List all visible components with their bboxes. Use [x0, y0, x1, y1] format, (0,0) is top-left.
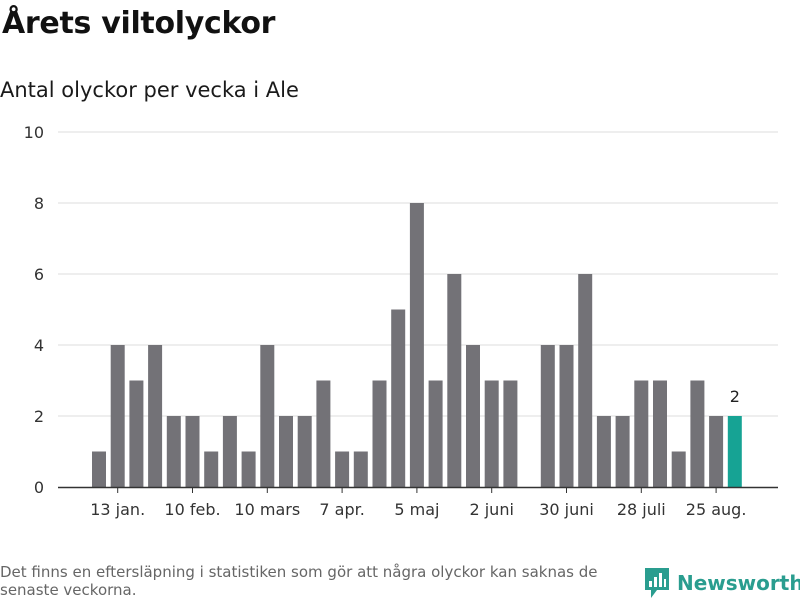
x-tick-label: 25 aug. [686, 500, 747, 519]
bar [353, 451, 368, 487]
bar [129, 380, 144, 487]
bar [204, 451, 219, 487]
bar [727, 416, 742, 487]
data-label: 2 [730, 387, 740, 406]
newsworthy-brand[interactable]: Newsworthy [645, 568, 800, 598]
bar [596, 416, 611, 487]
bar [297, 416, 312, 487]
y-axis-ticks: 0 2 4 6 8 10 [24, 123, 44, 497]
data-labels: 2 [730, 387, 740, 406]
bar [148, 345, 163, 487]
bar [671, 451, 686, 487]
bar [615, 416, 630, 487]
bar [503, 380, 518, 487]
y-tick-label: 2 [34, 407, 44, 426]
bar [634, 380, 649, 487]
y-tick-label: 4 [34, 336, 44, 355]
x-tick-label: 28 juli [617, 500, 666, 519]
y-tick-label: 6 [34, 265, 44, 284]
bar [110, 345, 125, 487]
bar [166, 416, 181, 487]
bars [92, 203, 742, 487]
footer-note: Det finns en eftersläpning i statistiken… [0, 563, 598, 599]
bar [484, 380, 499, 487]
brand-name: Newsworthy [677, 571, 800, 595]
bar [279, 416, 293, 487]
y-tick-label: 10 [24, 123, 44, 142]
chart-subtitle: Antal olyckor per vecka i Ale [0, 78, 299, 102]
x-tick-label: 10 mars [234, 500, 300, 519]
bar [316, 380, 331, 487]
bar [653, 380, 667, 487]
bar [92, 451, 106, 487]
bar [540, 345, 555, 487]
bar [391, 309, 406, 487]
x-tick-label: 10 feb. [164, 500, 220, 519]
x-tick-label: 2 juni [469, 500, 513, 519]
y-tick-label: 8 [34, 194, 44, 213]
x-tick-label: 30 juni [539, 500, 594, 519]
bar [185, 416, 200, 487]
bar-chart-logo-icon [645, 568, 669, 598]
bar [241, 451, 256, 487]
bar [690, 380, 705, 487]
bar-chart: 0 2 4 6 8 10 13 jan. 10 feb. 10 mars 7 apr. 5 maj… [24, 123, 778, 519]
bar [222, 416, 237, 487]
bar [466, 345, 480, 487]
x-tick-label: 7 apr. [319, 500, 364, 519]
x-axis-ticks: 13 jan. 10 feb. 10 mars 7 apr. 5 maj 2 juni 30… [90, 487, 746, 519]
bar [260, 345, 275, 487]
bar [578, 274, 593, 487]
bar [559, 345, 574, 487]
y-tick-label: 0 [34, 478, 44, 497]
x-tick-label: 13 jan. [90, 500, 145, 519]
bar [709, 416, 724, 487]
bar [447, 274, 462, 487]
bar [409, 203, 424, 487]
bar [372, 380, 387, 487]
bar [335, 451, 350, 487]
chart-title: Årets viltolyckor [2, 6, 276, 41]
bar [428, 380, 443, 487]
x-tick-label: 5 maj [394, 500, 439, 519]
